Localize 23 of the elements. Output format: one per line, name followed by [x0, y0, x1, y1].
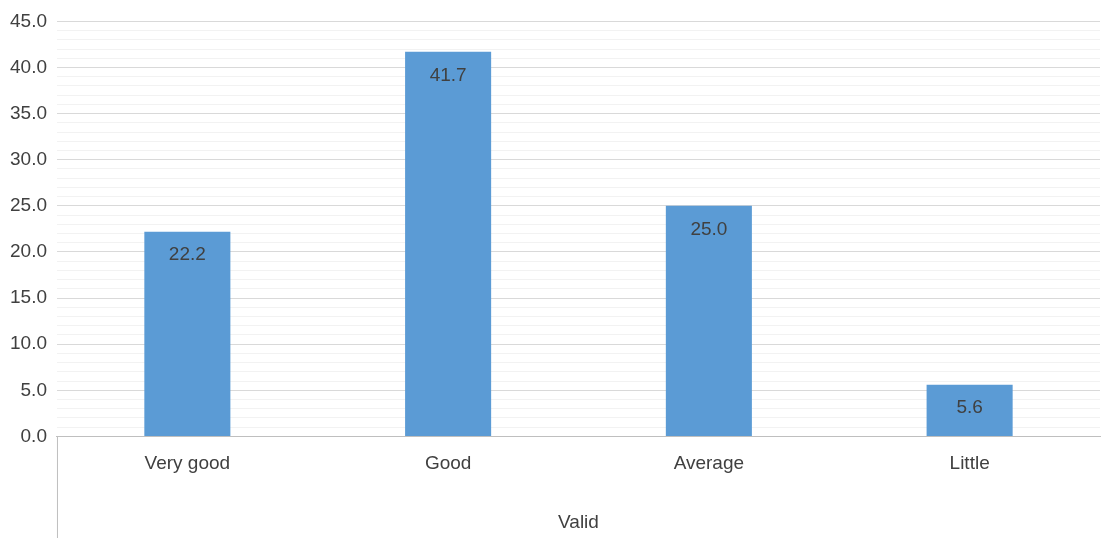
y-tick-label: 30.0 — [10, 147, 47, 169]
y-tick-label: 5.0 — [20, 378, 47, 400]
y-tick-label: 15.0 — [10, 286, 47, 308]
bar — [665, 205, 752, 436]
y-tick-label: 35.0 — [10, 101, 47, 123]
bar — [405, 51, 492, 436]
data-label: 5.6 — [956, 396, 983, 418]
x-tick-label: Good — [424, 452, 472, 474]
y-tick-label: 25.0 — [10, 194, 47, 216]
y-tick-label: 40.0 — [10, 55, 47, 77]
data-label: 22.2 — [168, 243, 206, 265]
data-label: 41.7 — [429, 63, 467, 85]
x-tick-label: Very good — [144, 452, 231, 474]
x-tick-label: Average — [673, 452, 745, 474]
bar — [926, 384, 1013, 436]
data-label: 25.0 — [690, 217, 728, 239]
y-tick-label: 20.0 — [10, 240, 47, 262]
bar — [144, 231, 231, 436]
x-tick-label: Little — [949, 452, 990, 474]
y-tick-label: 0.0 — [20, 424, 47, 446]
y-tick-label: 45.0 — [10, 9, 47, 31]
x-axis-title: Valid — [558, 510, 599, 532]
y-tick-label: 10.0 — [10, 332, 47, 354]
